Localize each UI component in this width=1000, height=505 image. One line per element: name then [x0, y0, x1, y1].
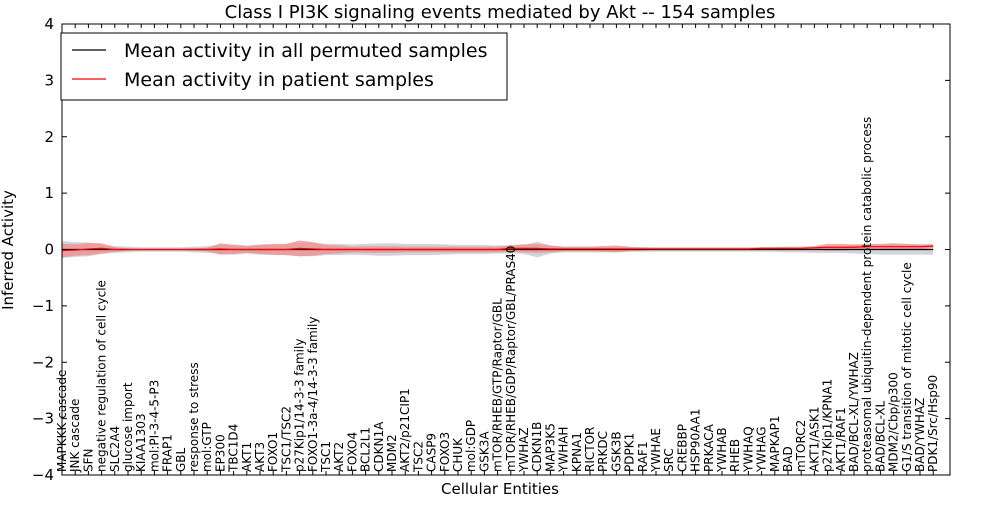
- series-line-patient: [61, 245, 934, 252]
- entity-label: HSP90AA1: [689, 408, 703, 472]
- entity-label: mol:GDP: [464, 420, 478, 472]
- entity-label: p27Kip1/KPNA1: [821, 379, 835, 472]
- plot-frame: [61, 23, 951, 476]
- entity-label: AKT2: [332, 442, 346, 472]
- entity-label: EP300: [213, 434, 227, 472]
- entity-label: mTOR/RHEB/GDP/Raptor/GBL/PRAS40: [504, 246, 518, 472]
- entity-label: mol:PI-3-4-5-P3: [147, 380, 161, 472]
- entity-label: AKT1: [240, 442, 254, 472]
- entity-label: GSK3B: [609, 431, 623, 472]
- entity-label: MAP3K5: [543, 423, 557, 472]
- y-axis-label: Inferred Activity: [0, 190, 17, 310]
- entity-label: GSK3A: [477, 431, 491, 472]
- y-tick-label: 1: [44, 184, 54, 202]
- entity-label: YWHAG: [755, 426, 769, 473]
- entity-label: mTOR/RHEB/GTP/Raptor/GBL: [491, 298, 505, 472]
- x-axis-label: Cellular Entities: [441, 480, 559, 498]
- y-tick-label: 3: [44, 71, 54, 89]
- entity-label: mol:GTP: [200, 422, 214, 472]
- entity-label: AKT1/ASK1: [807, 407, 821, 472]
- entity-label: negative regulation of cell cycle: [95, 280, 109, 472]
- entity-label: G1/S transition of mitotic cell cycle: [900, 262, 914, 472]
- entity-label: MAPKAP1: [768, 415, 782, 472]
- entity-label: CASP9: [425, 433, 439, 472]
- entity-label: CDKN1A: [372, 421, 386, 472]
- legend-box: [60, 32, 508, 101]
- entity-label: YWHAE: [649, 428, 663, 473]
- entity-label: FOXO4: [345, 432, 359, 472]
- entity-label: CHUK: [451, 437, 465, 472]
- legend: Mean activity in all permuted samples Me…: [60, 32, 508, 101]
- y-tick-label: −2: [32, 353, 54, 371]
- chart-title: Class I PI3K signaling events mediated b…: [225, 2, 776, 23]
- entity-label: MDM2/Cbp/p300: [887, 372, 901, 472]
- entity-label: BAD/YWHAZ: [913, 398, 927, 472]
- entity-label: AKT2/p21CIP1: [398, 388, 412, 472]
- legend-label-permuted: Mean activity in all permuted samples: [124, 40, 487, 62]
- entity-label: TBC1D4: [227, 424, 241, 473]
- entity-label: YWHAZ: [517, 427, 531, 473]
- entity-label: MDM2: [385, 434, 399, 472]
- entity-label: FOXO1-3a-4/14-3-3 family: [306, 317, 320, 473]
- entity-label: GBL: [174, 447, 188, 472]
- entity-label: KIAA1303: [134, 413, 148, 472]
- entity-label: CDKN1B: [530, 422, 544, 472]
- entity-label: YWHAB: [715, 427, 729, 473]
- y-tick-label: 4: [44, 15, 54, 33]
- y-tick-label: 2: [44, 128, 54, 146]
- entity-label: SLC2A4: [108, 426, 122, 472]
- entity-label: proteasomal ubiquitin-dependent protein …: [860, 117, 874, 472]
- entity-label: YWHAQ: [741, 426, 755, 473]
- entity-label: BCL2L1: [359, 427, 373, 472]
- entity-label: BAD/BCL-XL: [873, 400, 887, 472]
- entity-label: mTORC2: [794, 420, 808, 472]
- entity-label: RICTOR: [583, 427, 597, 472]
- entity-label: CREBBP: [675, 424, 689, 472]
- entity-label: AKT1/RAF1: [834, 407, 848, 472]
- legend-label-patient: Mean activity in patient samples: [124, 69, 434, 91]
- entity-label: PDK1/Src/Hsp90: [926, 375, 940, 472]
- entity-label: RAF1: [636, 441, 650, 472]
- entity-label: BAD: [781, 446, 795, 472]
- entity-label: BAD/BCL-XL/YWHAZ: [847, 352, 861, 472]
- y-tick-label: −1: [32, 297, 54, 315]
- entity-label: TSC1: [319, 441, 333, 473]
- entity-label: p27Kip1/14-3-3 family: [293, 339, 307, 472]
- entity-label: SRC: [662, 448, 676, 472]
- entity-label: TSC1/TSC2: [279, 406, 293, 473]
- y-tick-label: −3: [32, 410, 54, 428]
- entity-label: response to stress: [187, 362, 201, 472]
- entity-label: FRAP1: [161, 434, 175, 472]
- y-tick-label: −4: [32, 466, 54, 484]
- entity-label: YWHAH: [557, 427, 571, 473]
- y-tick-label: 0: [44, 241, 54, 259]
- entity-label: JNK cascade: [68, 399, 82, 473]
- entity-label: FOXO1: [266, 432, 280, 472]
- entity-label: AKT3: [253, 442, 267, 472]
- entity-label: SFN: [81, 449, 95, 473]
- entity-label: RHEB: [728, 439, 742, 472]
- entity-label: KPNA1: [570, 432, 584, 472]
- entity-label: TSC2: [411, 441, 425, 473]
- entity-label: glucose import: [121, 382, 135, 472]
- entity-label: PRKDC: [596, 431, 610, 472]
- entity-label: PDPK1: [623, 433, 637, 472]
- entity-label: FOXO3: [438, 432, 452, 472]
- entity-label: PRKACA: [702, 423, 716, 472]
